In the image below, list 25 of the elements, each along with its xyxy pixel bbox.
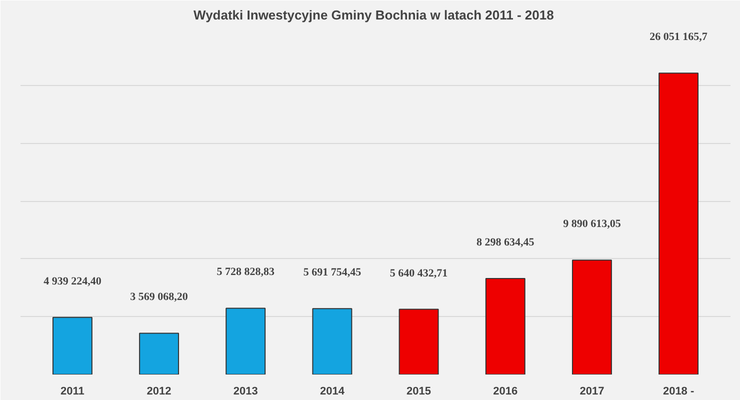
x-tick-label: 2018 - (662, 386, 694, 398)
data-label: 4 939 224,40 (44, 275, 102, 288)
bar (52, 316, 92, 374)
bar (226, 308, 266, 374)
bar (485, 278, 526, 374)
x-tick-label: 2012 (146, 386, 172, 398)
bar (658, 72, 699, 374)
data-label: 26 051 165,7 (650, 31, 708, 44)
bar (398, 308, 439, 374)
data-label: 5 640 432,71 (390, 267, 448, 280)
x-tick-label: 2011 (60, 386, 84, 398)
bar (139, 332, 180, 374)
bar (572, 260, 612, 374)
chart-title: Wydatki Inwestycyjne Gminy Bochnia w latach 2011 - 2018 (194, 8, 554, 22)
data-label: 5 728 828,83 (216, 266, 275, 278)
data-label: 8 298 634,45 (476, 236, 535, 249)
x-tick-label: 2014 (320, 386, 346, 398)
x-tick-label: 2015 (406, 386, 432, 398)
x-tick-label: 2016 (493, 386, 518, 398)
x-tick-label: 2013 (233, 386, 258, 398)
x-tick-label: 2017 (580, 386, 604, 398)
data-label: 3 569 068,20 (130, 291, 188, 304)
bar (312, 308, 352, 374)
data-label: 5 691 754,45 (303, 266, 362, 279)
data-label: 9 890 613,05 (563, 218, 622, 230)
